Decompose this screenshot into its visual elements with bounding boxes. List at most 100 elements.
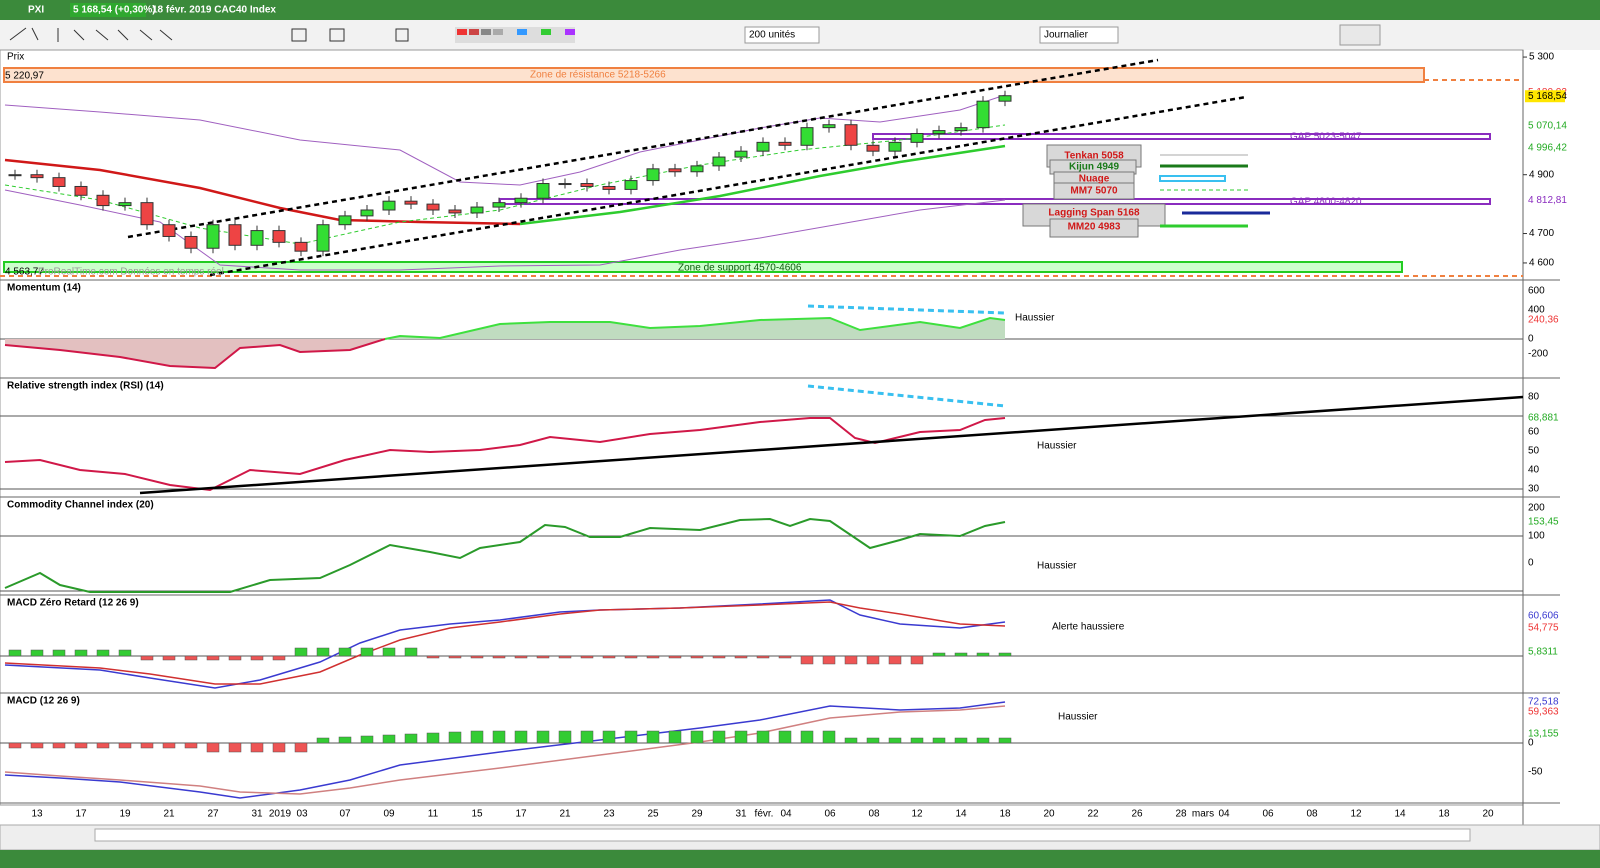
date-label: 17 bbox=[515, 809, 527, 820]
candle bbox=[140, 202, 154, 226]
histogram-bar bbox=[690, 730, 704, 744]
histogram-bar bbox=[294, 742, 308, 753]
date-label: 29 bbox=[691, 809, 703, 820]
macd-line bbox=[4, 701, 1006, 799]
axis-label: -50 bbox=[1528, 767, 1543, 778]
histogram-bar bbox=[888, 655, 902, 665]
histogram-bar bbox=[360, 647, 374, 657]
axis-label: 200 bbox=[1528, 503, 1545, 514]
gap-zone bbox=[872, 133, 1491, 140]
histogram-bar bbox=[756, 730, 770, 744]
histogram-bar bbox=[998, 737, 1012, 744]
legend-label: Kijun 4949 bbox=[1069, 162, 1119, 173]
date-label: 31 bbox=[735, 809, 747, 820]
histogram-bar bbox=[426, 655, 440, 659]
histogram-bar bbox=[316, 647, 330, 657]
panel-separators bbox=[0, 50, 1560, 825]
candle bbox=[734, 150, 748, 158]
candle bbox=[954, 127, 968, 132]
period: Journalier bbox=[1044, 30, 1089, 41]
date-label: 04 bbox=[780, 809, 792, 820]
y-tick-label: 4 600 bbox=[1529, 258, 1554, 269]
units-select[interactable] bbox=[744, 26, 820, 44]
scrollbar[interactable] bbox=[94, 828, 1471, 842]
bollinger-lower bbox=[4, 189, 1006, 271]
axis-label: 54,775 bbox=[1528, 623, 1559, 634]
candle bbox=[624, 180, 638, 190]
mm20-line bbox=[4, 158, 521, 226]
panel-title: Prix bbox=[7, 52, 24, 63]
chart-type-button[interactable] bbox=[1339, 24, 1381, 46]
candle bbox=[668, 168, 682, 173]
date-label: 12 bbox=[1350, 809, 1362, 820]
histogram-bar bbox=[470, 730, 484, 744]
histogram-bar bbox=[624, 655, 638, 659]
candle bbox=[800, 127, 814, 146]
macd-zr-signal bbox=[4, 601, 1006, 685]
histogram-bar bbox=[184, 655, 198, 661]
date-label: 23 bbox=[603, 809, 615, 820]
resistance-zone bbox=[3, 67, 1425, 83]
histogram-bar bbox=[844, 737, 858, 744]
histogram-bar bbox=[294, 647, 308, 657]
candle bbox=[558, 183, 572, 186]
candle bbox=[250, 230, 264, 246]
histogram-bar bbox=[976, 737, 990, 744]
axis-label: 0 bbox=[1528, 334, 1534, 345]
date-label: févr. bbox=[755, 809, 774, 820]
histogram-bar bbox=[162, 655, 176, 661]
rsi-trend-line bbox=[139, 395, 1524, 495]
date-label: 08 bbox=[1306, 809, 1318, 820]
candle bbox=[492, 202, 506, 208]
histogram-bar bbox=[932, 737, 946, 744]
histogram-bar bbox=[734, 730, 748, 744]
histogram-bar bbox=[52, 649, 66, 657]
histogram-bar bbox=[954, 652, 968, 657]
quote: 5 168,54 (+0,30%) bbox=[73, 5, 156, 16]
date-label: 15 bbox=[471, 809, 483, 820]
candle bbox=[316, 224, 330, 252]
chart-area bbox=[0, 49, 1524, 806]
macd-signal bbox=[4, 705, 1006, 795]
histogram-bar bbox=[404, 733, 418, 744]
histogram-bar bbox=[668, 655, 682, 659]
candle bbox=[404, 200, 418, 205]
axis-label: 50 bbox=[1528, 446, 1540, 457]
candle bbox=[294, 241, 308, 252]
histogram-bar bbox=[800, 730, 814, 744]
date-label: 11 bbox=[428, 809, 439, 820]
date-label: 07 bbox=[339, 809, 351, 820]
histogram-bar bbox=[624, 730, 638, 744]
panel-title: MACD Zéro Retard (12 26 9) bbox=[7, 598, 139, 609]
date-label: 21 bbox=[163, 809, 175, 820]
histogram-bar bbox=[338, 736, 352, 744]
instrument: 18 févr. 2019 CAC40 Index bbox=[152, 5, 276, 16]
momentum-line bbox=[4, 338, 386, 370]
candle bbox=[646, 168, 660, 182]
candle bbox=[822, 124, 836, 129]
candle bbox=[360, 209, 374, 217]
app-name: PXI bbox=[28, 5, 44, 16]
candle bbox=[52, 177, 66, 187]
price-marker: 4 996,42 bbox=[1528, 142, 1567, 153]
histogram-bar bbox=[206, 742, 220, 753]
period-select[interactable] bbox=[1039, 26, 1119, 44]
candle bbox=[8, 174, 22, 177]
histogram-bar bbox=[118, 649, 132, 657]
y-tick-label: 5 300 bbox=[1529, 52, 1554, 63]
histogram-bar bbox=[448, 731, 462, 744]
candle bbox=[778, 141, 792, 146]
histogram-bar bbox=[272, 742, 286, 753]
candle bbox=[470, 206, 484, 214]
date-label: 13 bbox=[31, 809, 43, 820]
axis-label: 240,36 bbox=[1528, 315, 1559, 326]
histogram-bar bbox=[822, 655, 836, 665]
histogram-bar bbox=[690, 655, 704, 659]
legend-swatches bbox=[1159, 154, 1270, 228]
histogram-bar bbox=[602, 730, 616, 744]
date-label: 14 bbox=[955, 809, 967, 820]
histogram-bar bbox=[536, 655, 550, 659]
legend-label: Lagging Span 5168 bbox=[1048, 208, 1140, 219]
divergence-line bbox=[807, 384, 1006, 408]
